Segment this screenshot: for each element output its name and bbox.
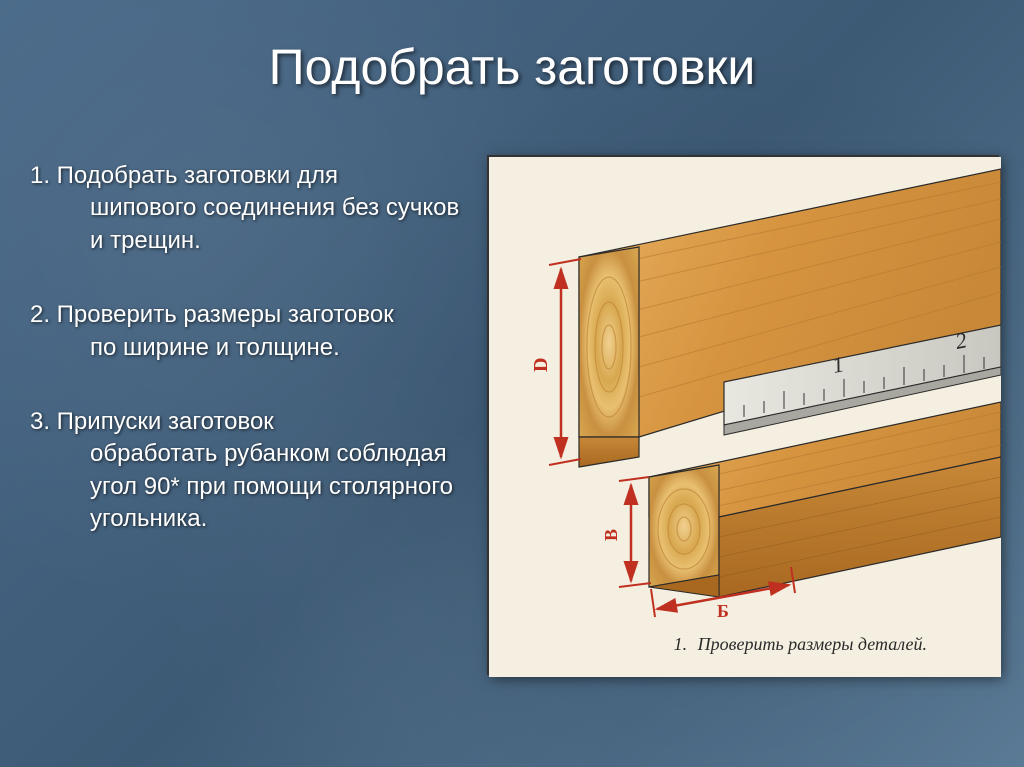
- dim-D-label: D: [530, 358, 552, 372]
- figure-caption-text: Проверить размеры деталей.: [698, 634, 927, 654]
- list-item-rest: обработать рубанком соблюдая угол 90* пр…: [30, 438, 460, 535]
- figure-caption: 1. Проверить размеры деталей.: [674, 634, 927, 655]
- list-item-lead: 3. Припуски заготовок: [30, 406, 460, 438]
- list-item-lead: 2. Проверить размеры заготовок: [30, 299, 460, 331]
- dim-b-label: Б: [717, 601, 729, 621]
- list-item-lead: 1. Подобрать заготовки для: [30, 160, 460, 192]
- list-item: 2. Проверить размеры заготовок по ширине…: [30, 299, 460, 364]
- illustration-figure: 1 2 D B Б 1. Проверить размеры деталей.: [487, 155, 999, 675]
- list-item-rest: шипового соединения без сучков и трещин.: [30, 192, 460, 257]
- list-item: 1. Подобрать заготовки для шипового соед…: [30, 160, 460, 257]
- wood-diagram-svg: 1 2 D B Б: [489, 157, 1001, 677]
- list-item-rest: по ширине и толщине.: [30, 332, 460, 364]
- bullet-list: 1. Подобрать заготовки для шипового соед…: [30, 160, 460, 578]
- list-item: 3. Припуски заготовок обработать рубанко…: [30, 406, 460, 536]
- slide-title: Подобрать заготовки: [0, 38, 1024, 96]
- dim-B-label: B: [601, 529, 621, 541]
- figure-caption-num: 1.: [674, 634, 688, 654]
